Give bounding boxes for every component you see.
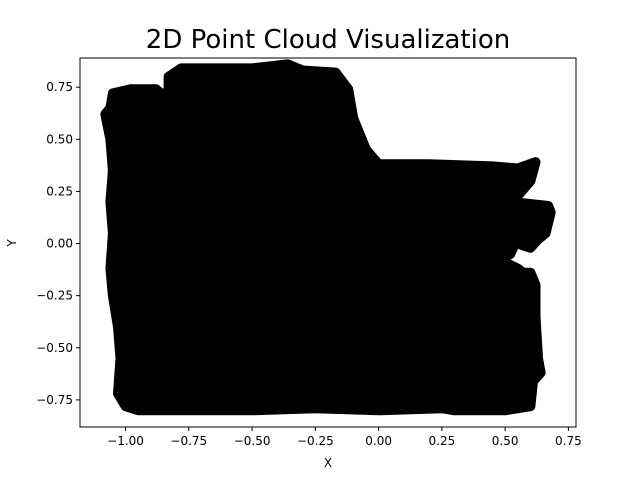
y-tick-label: 0.50 bbox=[46, 132, 73, 146]
x-tick-label: −0.25 bbox=[297, 434, 334, 448]
y-axis-label: Y bbox=[5, 239, 19, 248]
chart-title: 2D Point Cloud Visualization bbox=[146, 25, 510, 55]
y-tick-label: 0.25 bbox=[46, 184, 73, 198]
x-tick-label: 0.50 bbox=[492, 434, 519, 448]
y-tick-label: −0.75 bbox=[36, 393, 73, 407]
x-axis-label: X bbox=[324, 456, 332, 470]
y-tick-label: −0.25 bbox=[36, 289, 73, 303]
x-tick-label: −0.50 bbox=[234, 434, 271, 448]
y-tick-label: 0.75 bbox=[46, 80, 73, 94]
plot-area bbox=[79, 57, 577, 428]
y-axis-ticks: −0.75 −0.50 −0.25 0.00 0.25 0.50 0.75 bbox=[36, 80, 80, 407]
x-tick-label: −0.75 bbox=[170, 434, 207, 448]
x-tick-label: 0.00 bbox=[365, 434, 392, 448]
y-tick-label: −0.50 bbox=[36, 341, 73, 355]
x-axis-ticks: −1.00 −0.75 −0.50 −0.25 0.00 0.25 0.50 0.75 bbox=[107, 427, 582, 448]
y-tick-label: 0.00 bbox=[46, 237, 73, 251]
x-tick-label: −1.00 bbox=[107, 434, 144, 448]
x-tick-label: 0.25 bbox=[429, 434, 456, 448]
x-tick-label: 0.75 bbox=[555, 434, 582, 448]
point-cloud bbox=[100, 59, 556, 416]
axes-frame bbox=[79, 57, 577, 428]
point-cloud-layer bbox=[100, 59, 556, 416]
